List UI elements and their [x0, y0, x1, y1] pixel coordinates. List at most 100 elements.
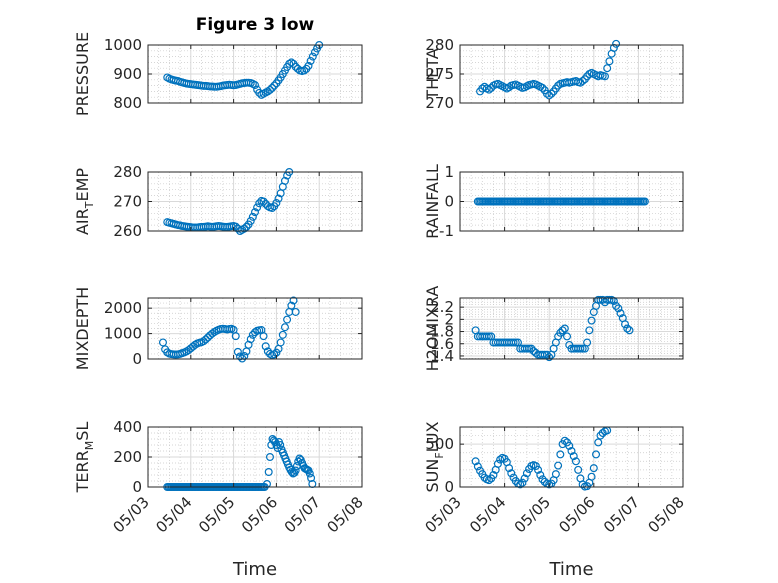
data-point — [471, 457, 480, 466]
data-point — [272, 198, 281, 207]
data-point — [268, 83, 277, 92]
y-tick-label: 0 — [132, 478, 142, 496]
data-point — [264, 468, 273, 477]
data-point — [565, 441, 574, 450]
y-tick-label: 2000 — [104, 299, 142, 317]
data-point — [640, 197, 649, 206]
y-axis-label: H2OMIXRA — [423, 286, 442, 372]
data-point — [261, 342, 270, 351]
data-point — [542, 89, 551, 98]
data-point — [493, 459, 502, 468]
data-point — [291, 307, 300, 316]
data-point — [158, 338, 167, 347]
data-point — [505, 83, 514, 92]
data-point — [246, 335, 255, 344]
y-tick-label: 1.8 — [430, 323, 454, 341]
data-point — [527, 344, 536, 353]
data-point — [598, 429, 607, 438]
data-point — [560, 324, 569, 333]
data-point — [268, 203, 277, 212]
data-point — [233, 347, 242, 356]
data-point — [556, 450, 565, 459]
y-axis-label: TERRMSL — [73, 422, 96, 494]
data-point — [594, 295, 603, 304]
x-tick-label: 05/05 — [511, 493, 554, 536]
y-tick-label: 900 — [113, 65, 142, 83]
data-point — [576, 344, 585, 353]
y-tick-label: 2.2 — [430, 298, 454, 316]
data-point — [600, 72, 609, 81]
y-tick-label: 1000 — [104, 325, 142, 343]
figure-title: Figure 3 low — [196, 15, 315, 35]
y-tick-label: 0 — [444, 193, 454, 211]
data-point — [308, 52, 317, 61]
x-axis-label: Time — [548, 559, 593, 580]
data-point — [587, 316, 596, 325]
x-tick-label: 05/04 — [152, 493, 195, 536]
data-point — [280, 323, 289, 332]
data-point — [538, 350, 547, 359]
data-point — [545, 91, 554, 100]
data-point — [605, 295, 614, 304]
data-point — [242, 222, 251, 231]
data-point — [558, 326, 567, 335]
data-point — [560, 436, 569, 445]
data-point — [511, 338, 520, 347]
data-point — [522, 344, 531, 353]
data-point — [280, 176, 289, 185]
y-axis-label: PRESSURE — [73, 32, 92, 116]
data-point — [522, 469, 531, 478]
data-point — [614, 304, 623, 313]
data-point — [545, 353, 554, 362]
data-point — [473, 462, 482, 471]
data-point — [585, 326, 594, 335]
data-point — [587, 472, 596, 481]
data-point — [246, 216, 255, 225]
data-point — [484, 476, 493, 485]
data-point — [289, 296, 298, 305]
subplot-1: 800 900 1000 PRESSURE — [73, 32, 363, 116]
data-point — [496, 455, 505, 464]
data-point — [304, 61, 313, 70]
subplot-8: 0 500 05/03 05/04 05/05 05/06 05/07 05/08 Time SU… — [422, 421, 688, 580]
y-tick-label: 270 — [425, 94, 454, 112]
data-point — [276, 338, 285, 347]
data-point — [538, 83, 547, 92]
data-point — [542, 350, 551, 359]
data-point — [536, 471, 545, 480]
x-tick-label: 05/06 — [555, 493, 598, 536]
data-point — [583, 338, 592, 347]
data-point — [612, 301, 621, 310]
x-tick-label: 05/08 — [645, 493, 688, 536]
data-point — [484, 332, 493, 341]
y-tick-label: 0 — [444, 478, 454, 496]
data-point — [306, 56, 315, 65]
subplot-3: 260 270 280 AIRTEMP — [73, 163, 363, 240]
data-point — [563, 332, 572, 341]
data-point — [567, 447, 576, 456]
data-point — [594, 438, 603, 447]
data-point — [269, 436, 278, 445]
data-point — [571, 457, 580, 466]
y-tick-label: 0 — [132, 350, 142, 368]
data-point — [525, 344, 534, 353]
data-point — [589, 464, 598, 473]
data-point — [596, 431, 605, 440]
data-point — [231, 222, 240, 231]
y-tick-label: 400 — [113, 418, 142, 436]
data-point — [531, 462, 540, 471]
data-point — [305, 469, 314, 478]
y-tick-label: 1.4 — [430, 347, 454, 365]
data-point — [259, 197, 268, 206]
x-tick-label: 05/05 — [195, 493, 238, 536]
data-point — [287, 58, 296, 67]
y-axis-label: AIRTEMP — [73, 168, 96, 235]
data-point — [569, 452, 578, 461]
y-tick-label: 800 — [113, 94, 142, 112]
data-point — [507, 469, 516, 478]
data-point — [295, 454, 304, 463]
